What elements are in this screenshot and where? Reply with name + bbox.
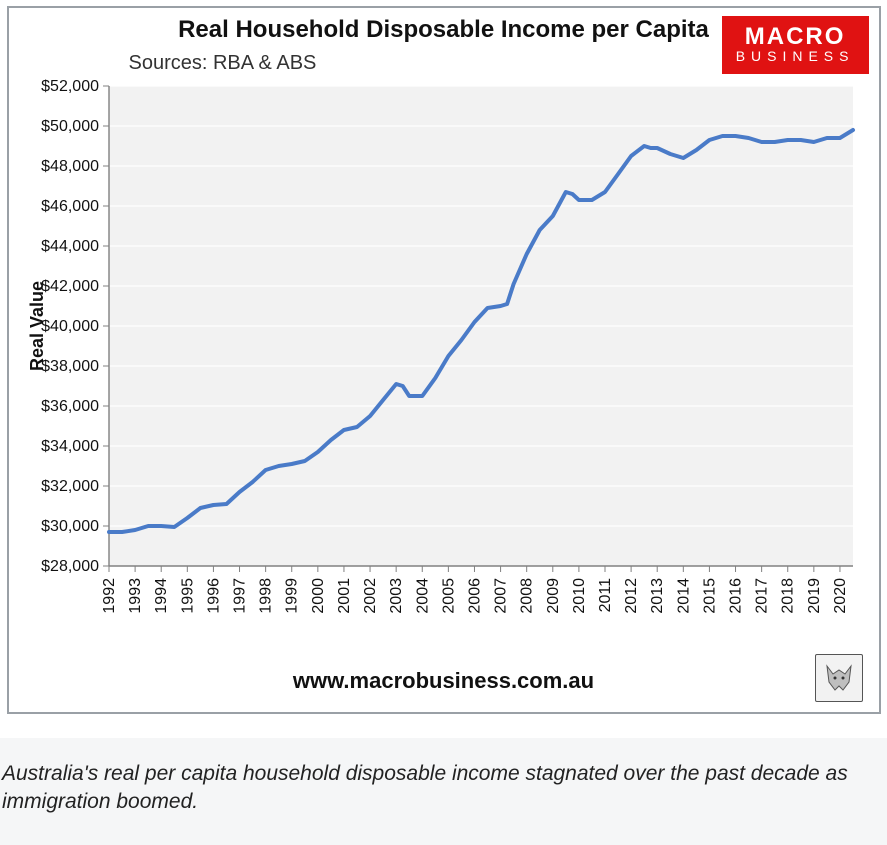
x-tick-label: 2016 xyxy=(727,578,744,614)
x-tick-label: 2019 xyxy=(805,578,822,614)
y-axis-label: Real Value xyxy=(27,281,48,371)
chart-card: Real Household Disposable Income per Cap… xyxy=(7,6,881,714)
x-tick-label: 2004 xyxy=(414,578,431,614)
data-line xyxy=(109,130,853,532)
x-tick-label: 2006 xyxy=(466,578,483,614)
y-tick-label: $44,000 xyxy=(41,238,99,255)
chart-subtitle: Sources: RBA & ABS xyxy=(129,52,317,75)
x-tick-label: 1994 xyxy=(153,578,170,614)
y-tick-label: $42,000 xyxy=(41,278,99,295)
y-tick-label: $34,000 xyxy=(41,438,99,455)
x-tick-label: 2007 xyxy=(492,578,509,614)
y-tick-label: $52,000 xyxy=(41,78,99,95)
fox-icon xyxy=(815,654,863,702)
y-tick-label: $46,000 xyxy=(41,198,99,215)
y-tick-label: $48,000 xyxy=(41,158,99,175)
caption-band: Australia's real per capita household di… xyxy=(0,738,887,845)
x-tick-label: 1995 xyxy=(179,578,196,614)
x-tick-label: 2002 xyxy=(362,578,379,614)
x-tick-label: 1992 xyxy=(101,578,118,614)
x-tick-label: 2005 xyxy=(440,578,457,614)
x-tick-label: 2018 xyxy=(779,578,796,614)
x-tick-label: 1996 xyxy=(205,578,222,614)
plot-area: $28,000$30,000$32,000$34,000$36,000$38,0… xyxy=(109,86,853,566)
x-tick-label: 1998 xyxy=(257,578,274,614)
y-tick-label: $32,000 xyxy=(41,478,99,495)
x-tick-label: 1993 xyxy=(127,578,144,614)
x-tick-label: 2012 xyxy=(623,578,640,614)
x-tick-label: 1999 xyxy=(283,578,300,614)
y-tick-label: $30,000 xyxy=(41,518,99,535)
x-tick-label: 2003 xyxy=(388,578,405,614)
chart-svg: $28,000$30,000$32,000$34,000$36,000$38,0… xyxy=(109,86,853,566)
x-tick-label: 2014 xyxy=(675,578,692,614)
x-tick-label: 2008 xyxy=(518,578,535,614)
credit-url: www.macrobusiness.com.au xyxy=(9,668,879,694)
x-tick-label: 2020 xyxy=(831,578,848,614)
x-tick-label: 2009 xyxy=(544,578,561,614)
x-tick-label: 2010 xyxy=(570,578,587,614)
brand-logo-line2: BUSINESS xyxy=(736,49,855,64)
y-tick-label: $28,000 xyxy=(41,558,99,575)
x-tick-label: 2015 xyxy=(701,578,718,614)
brand-logo-line1: MACRO xyxy=(736,24,855,49)
brand-logo: MACRO BUSINESS xyxy=(722,16,869,74)
x-tick-label: 1997 xyxy=(231,578,248,614)
caption-text: Australia's real per capita household di… xyxy=(2,760,881,817)
x-tick-label: 2011 xyxy=(597,578,614,613)
x-tick-label: 2001 xyxy=(335,578,352,614)
y-tick-label: $50,000 xyxy=(41,118,99,135)
x-tick-label: 2000 xyxy=(309,578,326,614)
y-tick-label: $38,000 xyxy=(41,358,99,375)
x-tick-label: 2017 xyxy=(753,578,770,614)
y-tick-label: $36,000 xyxy=(41,398,99,415)
x-tick-label: 2013 xyxy=(649,578,666,614)
y-tick-label: $40,000 xyxy=(41,318,99,335)
